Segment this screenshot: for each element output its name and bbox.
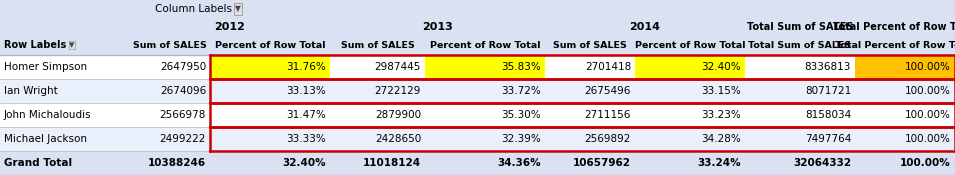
Text: 32.40%: 32.40% (701, 62, 741, 72)
Text: Percent of Row Total: Percent of Row Total (215, 40, 326, 50)
Text: Row Labels: Row Labels (4, 40, 66, 50)
Text: 11018124: 11018124 (363, 158, 421, 168)
Text: Column Labels: Column Labels (155, 4, 232, 14)
Text: 2701418: 2701418 (584, 62, 631, 72)
Text: 2711156: 2711156 (584, 110, 631, 120)
Text: 2012: 2012 (215, 22, 245, 32)
Text: 100.00%: 100.00% (905, 86, 951, 96)
Bar (0, 103, 955, 127)
Text: 2014: 2014 (629, 22, 661, 32)
Text: 32.40%: 32.40% (283, 158, 326, 168)
Bar (0, 18, 955, 35)
Text: 33.33%: 33.33% (286, 134, 326, 144)
Text: 2569892: 2569892 (584, 134, 631, 144)
Bar (635, 55, 745, 79)
Text: Percent of Row Total: Percent of Row Total (635, 40, 745, 50)
Text: Sum of SALES: Sum of SALES (341, 40, 414, 50)
Text: Percent of Row Total: Percent of Row Total (430, 40, 541, 50)
Text: 7497764: 7497764 (805, 134, 851, 144)
Text: Grand Total: Grand Total (4, 158, 73, 168)
Text: 2499222: 2499222 (159, 134, 206, 144)
Bar (855, 55, 955, 79)
Text: 10657962: 10657962 (573, 158, 631, 168)
Bar (210, 55, 330, 79)
Text: Michael Jackson: Michael Jackson (4, 134, 87, 144)
Text: 100.00%: 100.00% (905, 110, 951, 120)
Text: 2879900: 2879900 (375, 110, 421, 120)
Text: 2566978: 2566978 (159, 110, 206, 120)
Text: 10388246: 10388246 (148, 158, 206, 168)
Text: Homer Simpson: Homer Simpson (4, 62, 87, 72)
Text: 32.39%: 32.39% (501, 134, 541, 144)
Text: Total Sum of SALES: Total Sum of SALES (749, 40, 852, 50)
Text: 35.83%: 35.83% (501, 62, 541, 72)
Text: 8158034: 8158034 (805, 110, 851, 120)
Text: 33.72%: 33.72% (501, 86, 541, 96)
Text: 100.00%: 100.00% (905, 134, 951, 144)
Text: 33.13%: 33.13% (286, 86, 326, 96)
Text: ▼: ▼ (70, 42, 74, 48)
Text: 100.00%: 100.00% (901, 158, 951, 168)
Text: 100.00%: 100.00% (905, 62, 951, 72)
Text: 2722129: 2722129 (374, 86, 421, 96)
Text: 2647950: 2647950 (159, 62, 206, 72)
Text: Ian Wright: Ian Wright (4, 86, 57, 96)
Text: 31.47%: 31.47% (286, 110, 326, 120)
Bar (0, 35, 955, 55)
Text: 8071721: 8071721 (805, 86, 851, 96)
Text: 33.23%: 33.23% (701, 110, 741, 120)
Bar (0, 127, 955, 151)
Text: ▼: ▼ (235, 5, 241, 13)
Text: 8336813: 8336813 (805, 62, 851, 72)
Text: John Michaloudis: John Michaloudis (4, 110, 92, 120)
Text: 34.36%: 34.36% (498, 158, 541, 168)
Text: 2428650: 2428650 (374, 134, 421, 144)
Text: 2013: 2013 (422, 22, 453, 32)
Text: Sum of SALES: Sum of SALES (553, 40, 626, 50)
Bar (0, 55, 955, 79)
Bar (0, 0, 955, 18)
Text: 2675496: 2675496 (584, 86, 631, 96)
Text: 2674096: 2674096 (159, 86, 206, 96)
Bar (0, 79, 955, 103)
Text: 34.28%: 34.28% (701, 134, 741, 144)
Text: Total Percent of Row Total: Total Percent of Row Total (835, 40, 955, 50)
Text: 35.30%: 35.30% (501, 110, 541, 120)
Text: 32064332: 32064332 (793, 158, 851, 168)
Text: Sum of SALES: Sum of SALES (133, 40, 207, 50)
Text: 33.24%: 33.24% (697, 158, 741, 168)
Text: Total Percent of Row Total: Total Percent of Row Total (833, 22, 955, 32)
Bar (0, 151, 955, 175)
Text: 33.15%: 33.15% (701, 86, 741, 96)
Bar (425, 55, 545, 79)
Text: Total Sum of SALES: Total Sum of SALES (747, 22, 853, 32)
Text: 31.76%: 31.76% (286, 62, 326, 72)
Text: 2987445: 2987445 (374, 62, 421, 72)
